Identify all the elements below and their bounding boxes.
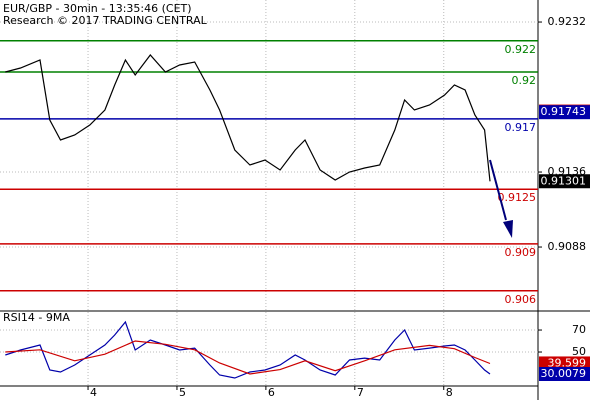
level-label: 0.92 xyxy=(512,74,537,87)
value-box-label: 0.91743 xyxy=(541,105,587,118)
value-box xyxy=(539,174,590,189)
panel-title: RSI14 - 9MA xyxy=(3,311,70,324)
value-box-label: 30.0079 xyxy=(541,367,587,380)
value-box xyxy=(539,366,590,381)
series-line xyxy=(5,340,491,375)
series-line xyxy=(5,54,491,182)
chart-subtitle: Research © 2017 TRADING CENTRAL xyxy=(3,14,208,27)
y-tick-label: 70 xyxy=(572,323,586,336)
x-tick-label: 7 xyxy=(357,386,364,399)
level-label: 0.909 xyxy=(505,246,537,259)
forecast-arrow xyxy=(489,159,507,221)
x-tick-label: 4 xyxy=(90,386,97,399)
x-tick-label: 8 xyxy=(446,386,453,399)
value-box xyxy=(539,105,590,120)
chart-title: EUR/GBP - 30min - 13:35:46 (CET) xyxy=(3,2,192,15)
value-box xyxy=(539,356,590,371)
series-line xyxy=(5,320,491,379)
value-box-label: 39.599 xyxy=(548,356,587,369)
y-tick-label: 50 xyxy=(572,345,586,358)
x-tick-label: 6 xyxy=(268,386,275,399)
y-tick-label: 0.9088 xyxy=(548,240,587,253)
level-label: 0.9125 xyxy=(498,191,537,204)
forecast-arrow-head xyxy=(503,220,513,238)
x-tick-label: 5 xyxy=(179,386,186,399)
y-tick-label: 0.9232 xyxy=(548,15,587,28)
level-label: 0.922 xyxy=(505,43,537,56)
level-label: 0.906 xyxy=(505,293,537,306)
level-label: 0.917 xyxy=(505,121,537,134)
value-box-label: 0.91301 xyxy=(541,174,587,187)
